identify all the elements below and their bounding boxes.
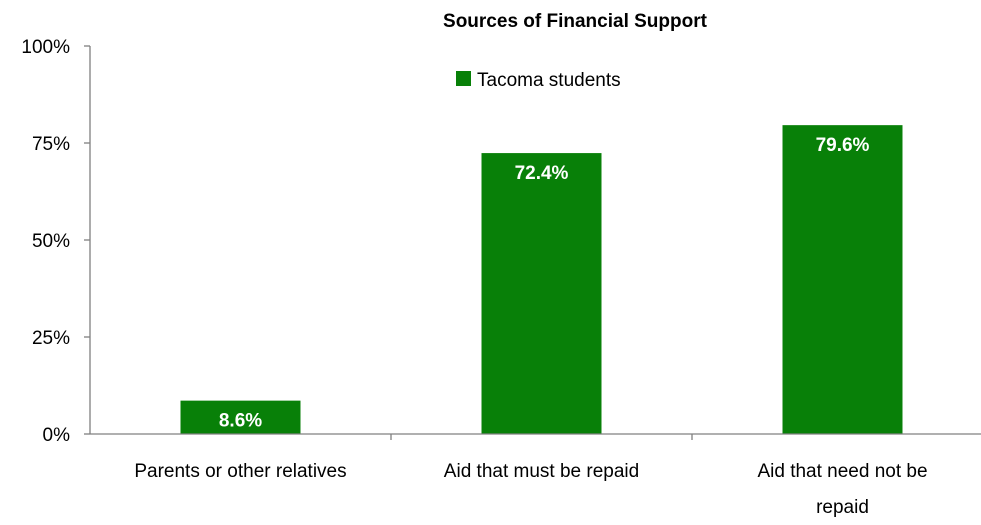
y-tick-label: 100%: [21, 37, 70, 58]
bar: [481, 153, 602, 434]
x-category-label: Parents or other relatives: [134, 461, 346, 482]
x-axis: Parents or other relatives Aid that must …: [90, 433, 981, 518]
legend: Tacoma students: [456, 70, 621, 91]
x-category-label: Aid that must be repaid: [444, 461, 639, 482]
y-tick-label: 0%: [43, 425, 71, 446]
bar: [782, 125, 903, 434]
bar: [180, 400, 301, 434]
data-label: 72.4%: [515, 163, 569, 184]
x-category-label: Aid that need not be: [757, 461, 927, 482]
y-axis: 0% 25% 50% 75% 100%: [21, 37, 91, 446]
bars: 8.6% 72.4% 79.6%: [180, 125, 903, 434]
data-label: 79.6%: [816, 135, 870, 156]
y-tick-label: 25%: [32, 328, 70, 349]
y-tick-label: 50%: [32, 231, 70, 252]
data-label: 8.6%: [219, 411, 262, 432]
x-category-label: repaid: [816, 497, 869, 518]
legend-label: Tacoma students: [477, 70, 621, 91]
legend-swatch: [456, 71, 471, 86]
chart-title: Sources of Financial Support: [443, 11, 708, 32]
y-tick-label: 75%: [32, 134, 70, 155]
